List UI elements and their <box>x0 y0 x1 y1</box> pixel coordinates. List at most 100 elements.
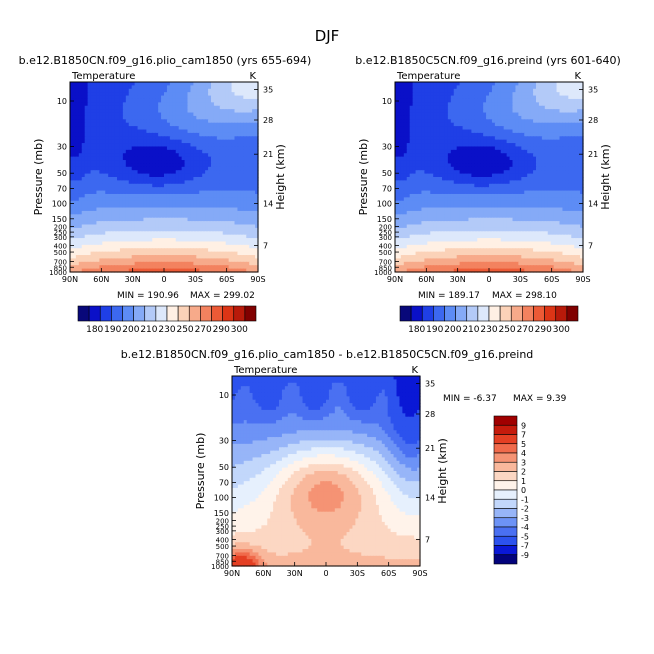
contour-cell <box>424 112 428 117</box>
contour-cell <box>125 207 130 212</box>
contour-cell <box>240 95 244 100</box>
contour-cell <box>178 166 183 171</box>
contour-cell <box>108 238 112 243</box>
contour-cell <box>211 82 215 86</box>
contour-cell <box>187 153 192 158</box>
contour-cell <box>99 132 103 137</box>
contour-cell <box>72 153 77 158</box>
contour-cell <box>178 143 183 148</box>
contour-cell <box>117 112 121 117</box>
contour-cell <box>190 170 194 175</box>
contour-cell <box>152 180 156 185</box>
contour-cell <box>178 207 183 212</box>
contour-cell <box>122 156 127 161</box>
contour-cell <box>477 92 481 97</box>
contour-cell <box>146 251 150 256</box>
contour-cell <box>190 92 194 97</box>
contour-cell <box>240 177 244 181</box>
contour-cell <box>105 265 109 270</box>
contour-cell <box>78 160 83 165</box>
contour-cell <box>99 85 103 90</box>
contour-cell <box>240 115 244 120</box>
contour-cell <box>128 197 133 202</box>
contour-cell <box>143 207 147 212</box>
contour-cell <box>143 187 147 192</box>
contour-cell <box>84 105 89 110</box>
contour-cell <box>216 193 221 198</box>
contour-cell <box>255 105 259 110</box>
contour-cell <box>246 177 250 181</box>
contour-cell <box>90 170 95 175</box>
contour-cell <box>87 119 92 124</box>
contour-cell <box>143 156 147 161</box>
contour-cell <box>131 251 136 256</box>
contour-cell <box>128 173 133 178</box>
contour-cell <box>447 95 452 100</box>
contour-cell <box>93 173 98 178</box>
contour-cell <box>87 139 92 144</box>
contour-cell <box>78 224 83 229</box>
contour-cell <box>134 265 139 270</box>
contour-cell <box>193 156 197 161</box>
contour-cell <box>102 153 106 158</box>
contour-cell <box>252 193 256 198</box>
contour-cell <box>255 112 259 117</box>
contour-cell <box>152 129 156 134</box>
contour-cell <box>122 105 127 110</box>
contour-cell <box>102 146 106 151</box>
contour-cell <box>181 149 186 154</box>
contour-cell <box>246 92 250 97</box>
contour-cell <box>152 153 156 158</box>
contour-cell <box>102 231 106 236</box>
contour-cell <box>146 170 150 175</box>
y-tick-label: 50 <box>57 169 67 178</box>
y-tick-label: 30 <box>57 143 67 152</box>
contour-cell <box>99 210 103 215</box>
contour-cell <box>219 255 224 260</box>
contour-cell <box>237 268 241 273</box>
colorbar-swatch <box>244 305 257 322</box>
contour-cell <box>84 122 89 127</box>
contour-cell <box>161 153 165 158</box>
contour-cell <box>78 258 83 263</box>
contour-cell <box>193 251 197 256</box>
contour-cell <box>84 207 89 212</box>
contour-cell <box>169 156 174 161</box>
contour-cell <box>78 115 83 120</box>
contour-cell <box>140 204 145 209</box>
contour-cell <box>111 85 115 90</box>
max-label: MAX = 299.02 <box>190 291 255 301</box>
contour-cell <box>166 88 171 93</box>
contour-cell <box>119 255 124 260</box>
contour-cell <box>134 129 139 134</box>
contour-cell <box>240 105 244 110</box>
contour-cell <box>164 166 168 171</box>
contour-cell <box>164 126 168 131</box>
contour-cell <box>99 241 103 246</box>
contour-cell <box>114 163 118 168</box>
contour-cell <box>125 268 130 273</box>
contour-cell <box>149 183 153 188</box>
contour-cell <box>246 132 250 137</box>
contour-cell <box>249 122 253 127</box>
contour-cell <box>181 204 186 209</box>
contour-cell <box>533 109 537 114</box>
contour-cell <box>119 82 124 86</box>
contour-cell <box>143 217 147 222</box>
contour-cell <box>169 261 174 266</box>
contour-cell <box>175 132 180 137</box>
contour-cell <box>237 105 241 110</box>
contour-cell <box>172 112 177 117</box>
contour-cell <box>497 88 502 93</box>
contour-cell <box>155 139 159 144</box>
contour-cell <box>213 136 218 141</box>
contour-cell <box>175 180 180 185</box>
contour-cell <box>93 200 98 205</box>
contour-cell <box>149 102 153 107</box>
contour-cell <box>255 160 259 165</box>
contour-cell <box>140 217 145 222</box>
contour-cell <box>84 149 89 154</box>
contour-cell <box>143 214 147 219</box>
contour-cell <box>184 136 189 141</box>
contour-cell <box>211 149 215 154</box>
